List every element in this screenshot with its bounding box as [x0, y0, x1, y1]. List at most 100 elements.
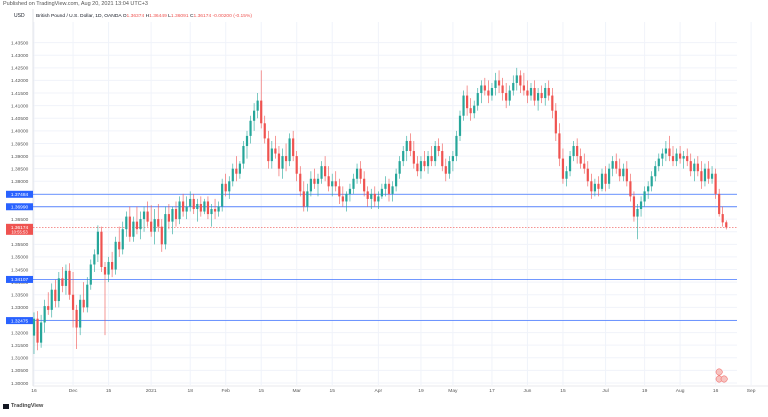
candle-body — [625, 168, 628, 182]
price-tick-label: 1.30500 — [11, 368, 29, 374]
candle-body — [224, 183, 227, 192]
candle-body — [235, 168, 238, 174]
candle-body — [497, 80, 501, 86]
published-banner: Published on TradingView.com, Aug 20, 20… — [0, 0, 768, 9]
candle-body — [260, 100, 263, 124]
candle-body — [718, 193, 721, 215]
candle-body — [107, 261, 110, 275]
candle-body — [249, 120, 252, 136]
candle-body — [284, 156, 288, 162]
time-tick-label: Jun — [524, 388, 532, 394]
candle-body — [146, 211, 149, 222]
candle-body — [352, 178, 355, 189]
candle-body — [540, 93, 543, 99]
candle-body — [409, 140, 412, 152]
ohlc-value: 1.36174 — [194, 13, 213, 19]
candle-body — [661, 153, 664, 159]
candle-body — [327, 176, 330, 187]
currency-label: USD — [14, 13, 25, 19]
candle-body — [114, 241, 117, 270]
time-tick-label: Sep — [747, 388, 756, 394]
ohlc-key: L — [168, 13, 171, 19]
candle-body — [100, 231, 103, 268]
candle-body — [519, 75, 522, 86]
time-tick-label: 15 — [329, 388, 335, 394]
candle-body — [483, 85, 486, 91]
ohlc-value: 1.36449 — [149, 13, 168, 19]
candle-body — [238, 163, 241, 174]
economic-event-icon — [715, 368, 723, 376]
candle-body — [57, 278, 60, 302]
candle-body — [103, 267, 107, 275]
tradingview-logo-icon — [3, 404, 9, 409]
candle-body — [189, 198, 192, 207]
symbol-title: British Pound / U.S. Dollar, 1D, OANDA — [36, 13, 123, 19]
candle-body — [68, 270, 71, 295]
candle-body — [537, 93, 540, 101]
candle-body — [590, 181, 593, 192]
price-tick-label: 1.38000 — [11, 179, 29, 185]
candle-body — [636, 209, 639, 217]
time-tick-label: 15 — [258, 388, 264, 394]
candle-body — [121, 229, 124, 250]
candle-body — [547, 87, 550, 96]
price-tick-label: 1.41000 — [11, 103, 29, 109]
candle-body — [370, 193, 373, 199]
candle-body — [526, 90, 529, 96]
price-tick-label: 1.42000 — [11, 78, 29, 84]
candle-body — [199, 203, 202, 212]
candle-body — [529, 87, 533, 96]
candle-body — [423, 161, 426, 167]
price-tick-label: 1.30000 — [11, 381, 29, 387]
ohlc-key: C — [190, 13, 194, 19]
candle-body — [544, 87, 547, 99]
candle-body — [639, 201, 643, 210]
candle-body — [153, 219, 156, 232]
price-tick-label: 1.39000 — [11, 154, 29, 160]
candle-body — [508, 90, 511, 101]
candle-body — [324, 166, 327, 177]
candle-body — [611, 161, 614, 169]
candle-body — [458, 115, 462, 136]
time-tick-label: 15 — [106, 388, 112, 394]
candle-body — [703, 168, 707, 182]
candle-body — [96, 231, 99, 255]
candle-body — [348, 188, 352, 194]
price-tick-label: 1.40500 — [11, 116, 29, 122]
candle-body — [313, 178, 316, 184]
candle-body — [178, 201, 181, 220]
current-price-label: 1.36174 — [11, 225, 29, 231]
candle-body — [267, 138, 270, 162]
candle-body — [579, 156, 582, 164]
candle-body — [721, 214, 724, 223]
candle-body — [700, 171, 703, 182]
price-tick-label: 1.40000 — [11, 129, 29, 135]
candle-body — [650, 176, 653, 187]
price-tick-label: 1.31500 — [11, 343, 29, 349]
current-price-tag — [6, 223, 33, 235]
candle-body — [597, 183, 600, 189]
candle-body — [469, 108, 472, 114]
candle-body — [111, 261, 114, 270]
candle-body — [338, 186, 341, 197]
candle-body — [86, 284, 89, 308]
candle-body — [47, 306, 50, 310]
candle-body — [476, 93, 479, 106]
ohlc-key: H — [146, 13, 150, 19]
candle-body — [405, 140, 408, 152]
price-tick-label: 1.43500 — [11, 40, 29, 46]
candle-body — [281, 156, 284, 169]
candle-body — [341, 196, 344, 202]
candle-body — [132, 221, 135, 237]
candle-body — [558, 133, 561, 159]
candle-body — [292, 138, 295, 157]
candle-body — [448, 161, 451, 174]
candle-body — [622, 168, 625, 177]
time-tick-label: Apr — [375, 388, 383, 394]
price-tick-label: 1.39500 — [11, 141, 29, 147]
published-text: Published on TradingView.com, Aug 20, 20… — [3, 1, 148, 7]
candle-body — [196, 203, 199, 210]
candle-body — [664, 148, 667, 154]
